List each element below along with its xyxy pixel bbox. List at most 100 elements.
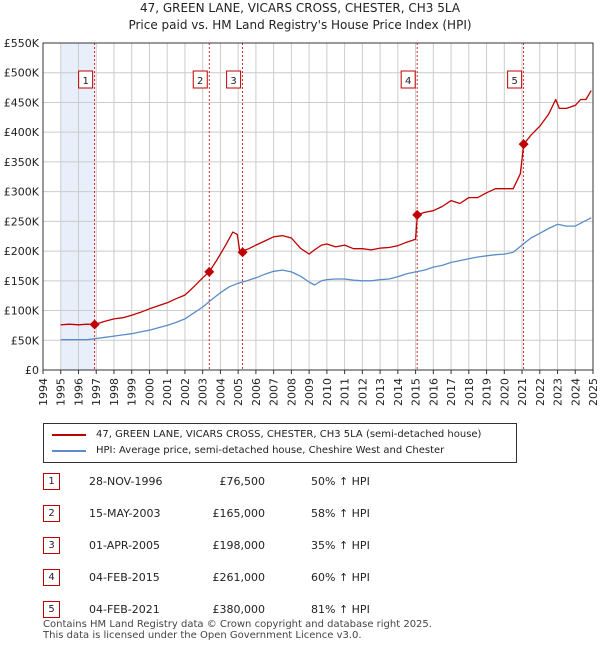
x-tick-label: 2003 (197, 378, 210, 406)
x-tick-label: 2019 (481, 378, 494, 406)
x-tick-label: 2000 (143, 378, 156, 406)
footer-line-1: Contains HM Land Registry data © Crown c… (43, 619, 432, 630)
x-tick-label: 2005 (232, 378, 245, 406)
x-tick-label: 1996 (72, 378, 85, 406)
sale-point (204, 266, 215, 277)
sale-point (518, 139, 529, 150)
sale-row: 5 04-FEB-2021 £380,000 81% ↑ HPI (43, 601, 463, 619)
legend-label-property: 47, GREEN LANE, VICARS CROSS, CHESTER, C… (96, 429, 482, 440)
x-tick-label: 1994 (37, 378, 50, 406)
sale-marker-label: 1 (82, 76, 88, 87)
title-line-2: Price paid vs. HM Land Registry's House … (128, 18, 472, 32)
sale-marker-box (507, 70, 523, 89)
y-tick-label: £200K (4, 245, 40, 258)
sale-number: 3 (43, 537, 60, 554)
sale-hpi-change: 60% ↑ HPI (311, 571, 370, 584)
chart-title: 47, GREEN LANE, VICARS CROSS, CHESTER, C… (0, 0, 600, 34)
y-tick-label: £50K (11, 334, 40, 347)
sale-marker-box (400, 70, 416, 89)
y-tick-label: £0 (25, 364, 39, 377)
price-chart: £0 £50K £100K £150K £200K £250K £300K £350K £400… (4, 37, 600, 406)
x-tick-label: 2017 (445, 378, 458, 406)
plot-border (42, 42, 594, 371)
sale-point (412, 209, 423, 220)
sale-marker-label: 5 (511, 76, 517, 87)
x-tick-label: 2021 (516, 378, 529, 406)
x-tick-label: 2018 (463, 378, 476, 406)
sale-price: £380,000 (212, 603, 266, 616)
footer-line-2: This data is licensed under the Open Gov… (43, 630, 362, 641)
sale-price: £261,000 (212, 571, 266, 584)
x-tick-label: 2023 (552, 378, 565, 406)
y-tick-label: £100K (4, 305, 40, 318)
sale-marker-box (78, 70, 94, 89)
y-tick-label: £450K (4, 96, 40, 109)
sale-price: £76,500 (219, 475, 266, 488)
sale-point (89, 319, 100, 330)
x-tick-label: 2001 (161, 378, 174, 406)
sale-row: 4 04-FEB-2015 £261,000 60% ↑ HPI (43, 569, 463, 587)
x-tick-label: 2016 (427, 378, 440, 406)
x-tick-label: 2012 (356, 378, 369, 406)
sale-point (237, 247, 248, 258)
x-tick-label: 1999 (126, 378, 139, 406)
x-tick-label: 2002 (179, 378, 192, 406)
shaded-region (60, 43, 95, 370)
title-line-1: 47, GREEN LANE, VICARS CROSS, CHESTER, C… (139, 1, 461, 15)
footer: Contains HM Land Registry data © Crown c… (43, 619, 432, 641)
sale-hpi-change: 58% ↑ HPI (311, 507, 370, 520)
x-tick-label: 2010 (321, 378, 334, 406)
x-tick-label: 2013 (374, 378, 387, 406)
x-tick-label: 2022 (534, 378, 547, 406)
x-tick-label: 2024 (569, 378, 582, 406)
sale-row: 1 28-NOV-1996 £76,500 50% ↑ HPI (43, 473, 463, 491)
sale-row: 3 01-APR-2005 £198,000 35% ↑ HPI (43, 537, 463, 555)
legend-swatch-property (52, 434, 86, 436)
sale-marker-label: 2 (197, 76, 203, 87)
sale-number: 1 (43, 473, 60, 490)
x-tick-label: 2025 (587, 378, 600, 406)
sale-hpi-change: 50% ↑ HPI (311, 475, 370, 488)
x-tick-label: 2014 (392, 378, 405, 406)
x-tick-label: 2008 (285, 378, 298, 406)
property-price-line (60, 90, 592, 326)
hpi-line (60, 217, 592, 341)
x-tick-label: 2004 (214, 378, 227, 406)
sale-date: 04-FEB-2015 (89, 571, 160, 584)
legend: 47, GREEN LANE, VICARS CROSS, CHESTER, C… (43, 423, 517, 463)
sale-row: 2 15-MAY-2003 £165,000 58% ↑ HPI (43, 505, 463, 523)
legend-swatch-hpi (52, 450, 86, 452)
x-tick-label: 2006 (250, 378, 263, 406)
sale-date: 28-NOV-1996 (89, 475, 163, 488)
y-tick-label: £250K (4, 215, 40, 228)
sale-marker-label: 3 (230, 76, 236, 87)
sale-date: 01-APR-2005 (89, 539, 161, 552)
sale-hpi-change: 81% ↑ HPI (311, 603, 370, 616)
sale-number: 4 (43, 569, 60, 586)
sale-marker-box (192, 70, 208, 89)
sale-marker-label: 4 (405, 76, 411, 87)
x-tick-label: 2020 (498, 378, 511, 406)
sale-price: £198,000 (212, 539, 266, 552)
x-tick-label: 2009 (303, 378, 316, 406)
y-tick-label: £350K (4, 156, 40, 169)
x-tick-label: 2015 (410, 378, 423, 406)
y-tick-label: £300K (4, 186, 40, 199)
sale-date: 04-FEB-2021 (89, 603, 160, 616)
y-tick-label: £550K (4, 37, 40, 50)
sale-date: 15-MAY-2003 (89, 507, 161, 520)
plot-area (43, 43, 593, 370)
sale-price: £165,000 (212, 507, 266, 520)
legend-label-hpi: HPI: Average price, semi-detached house,… (96, 445, 445, 456)
sale-number: 5 (43, 601, 60, 618)
x-tick-label: 1997 (90, 378, 103, 406)
y-tick-label: £150K (4, 275, 40, 288)
sale-hpi-change: 35% ↑ HPI (311, 539, 370, 552)
x-tick-label: 1995 (55, 378, 68, 406)
x-tick-label: 2011 (339, 378, 352, 406)
x-tick-label: 1998 (108, 378, 121, 406)
y-tick-label: £400K (4, 126, 40, 139)
sale-marker-box (226, 70, 242, 89)
sale-number: 2 (43, 505, 60, 522)
x-tick-label: 2007 (268, 378, 281, 406)
